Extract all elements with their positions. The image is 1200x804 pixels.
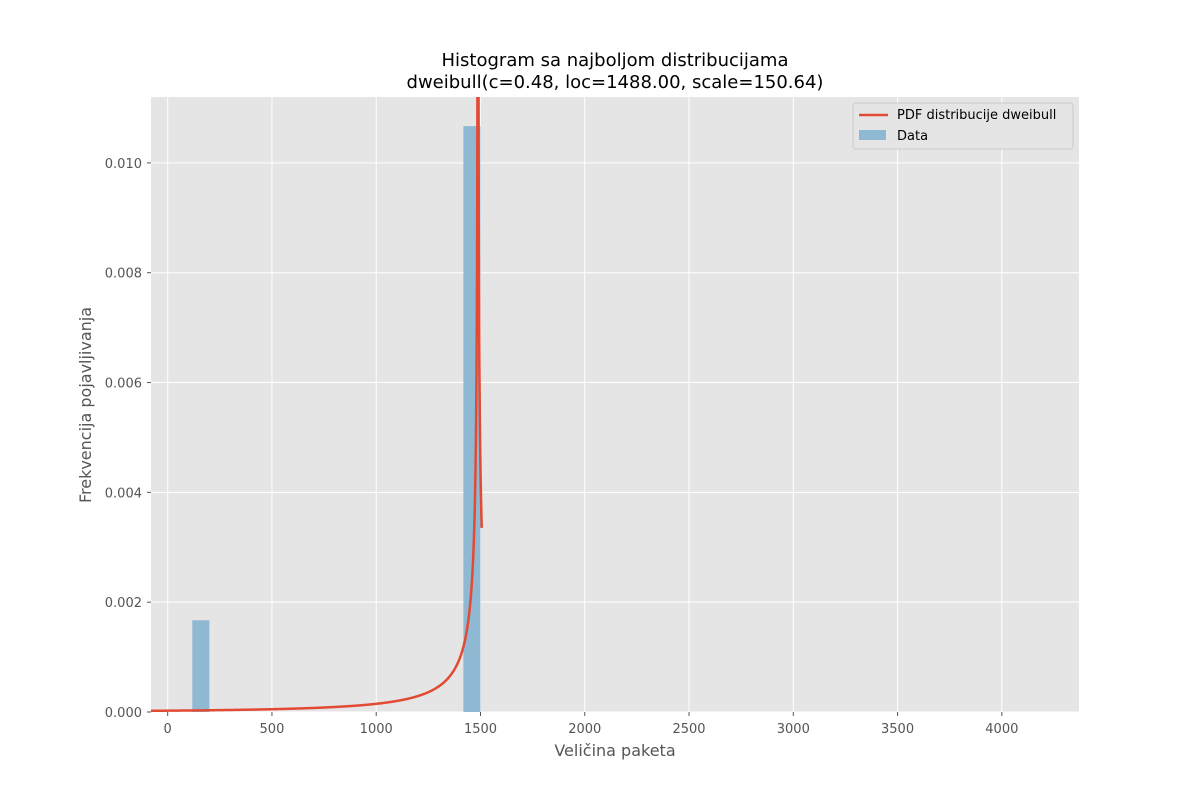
legend: PDF distribucije dweibull Data: [852, 102, 1074, 150]
y-tick-label: 0.000: [105, 706, 142, 721]
grid-lines: [151, 97, 1079, 713]
pdf-curve: [151, 97, 483, 712]
x-tick-label: 2500: [672, 722, 705, 737]
legend-item-data: Data: [897, 129, 928, 144]
chart-subtitle: dweibull(c=0.48, loc=1488.00, scale=150.…: [407, 72, 824, 93]
x-tick-label: 0: [164, 722, 172, 737]
x-tick-label: 1500: [464, 722, 497, 737]
plot-area: [151, 97, 1079, 712]
x-tick-label: 1000: [360, 722, 393, 737]
x-tick-label: 2000: [568, 722, 601, 737]
x-tick-label: 3500: [881, 722, 914, 737]
histogram-bar: [192, 620, 210, 712]
chart-title: Histogram sa najboljom distribucijama: [442, 50, 789, 71]
x-tick-labels: 0 500 1000 1500 2000 2500 3000 3500 4000: [164, 712, 1018, 737]
y-tick-label: 0.006: [105, 377, 142, 392]
x-tick-label: 3000: [777, 722, 810, 737]
x-axis-label: Veličina paketa: [554, 741, 675, 760]
x-tick-label: 4000: [985, 722, 1018, 737]
legend-patch-swatch: [859, 130, 886, 140]
legend-item-pdf: PDF distribucije dweibull: [897, 108, 1056, 123]
y-tick-label: 0.008: [105, 267, 142, 282]
y-tick-label: 0.002: [105, 596, 142, 611]
pdf-curve-group: [151, 97, 483, 712]
y-tick-label: 0.004: [105, 486, 142, 501]
y-tick-labels: 0.000 0.002 0.004 0.006 0.008 0.010: [105, 157, 151, 721]
y-axis-label: Frekvencija pojavljivanja: [76, 307, 95, 503]
legend-box: [852, 102, 1074, 150]
y-tick-label: 0.010: [105, 157, 142, 172]
x-tick-label: 500: [260, 722, 285, 737]
